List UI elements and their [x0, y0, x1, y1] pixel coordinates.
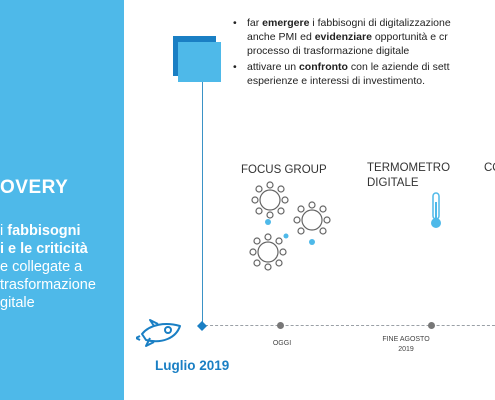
timeline-label-oggi: OGGI — [272, 340, 292, 347]
bullet-bold: emergere — [262, 17, 310, 29]
timeline-start-marker — [197, 321, 207, 331]
desc-line-5: gitale — [0, 295, 35, 311]
square-icon — [178, 42, 221, 82]
bullet-text: attivare un — [247, 61, 299, 73]
focus-group-label: FOCUS GROUP — [241, 164, 327, 176]
timeline-dot-oggi — [277, 322, 284, 329]
bullet-list: • far emergere i fabbisogni di digitaliz… — [233, 16, 495, 90]
timeline-label-fine-agosto-2: 2019 — [398, 346, 414, 353]
timeline-label-fine-agosto-1: FINE AGOSTO — [382, 336, 430, 343]
desc-text: i — [0, 223, 8, 239]
bullet-text: processo di trasformazione digitale — [247, 45, 410, 57]
bullet-dot-icon: • — [233, 17, 237, 29]
bullet-dot-icon: • — [233, 61, 237, 73]
desc-bold: fabbisogni — [7, 223, 81, 239]
termometro-label-1: TERMOMETRO — [367, 162, 451, 174]
bullet-text: anche PMI ed — [247, 31, 315, 43]
people-group-icon — [249, 181, 331, 271]
bullet-text: esperienze e interessi di investimento. — [247, 75, 426, 87]
timeline-start-date: Luglio 2019 — [155, 358, 230, 373]
vertical-connector-line — [202, 82, 203, 327]
section-title: OVERY — [0, 177, 69, 198]
left-panel: OVERY i fabbisogni i e le criticità e co… — [0, 0, 124, 400]
bullet-bold: evidenziare — [314, 31, 372, 43]
section-description: i fabbisogni i e le criticità e collegat… — [0, 222, 96, 312]
desc-line-2: i e le criticità — [0, 241, 88, 257]
timeline-dot-fine-agosto — [428, 322, 435, 329]
termometro-label-2: DIGITALE — [367, 177, 419, 189]
bullet-bold: confronto — [298, 61, 348, 73]
timeline-line — [200, 325, 495, 327]
partial-label: CO — [484, 162, 495, 174]
thermometer-icon — [431, 192, 441, 228]
bullet-text: opportunità e cr — [371, 31, 448, 43]
bullet-text: i fabbisogni di digitalizzazione — [309, 17, 451, 29]
desc-line-1: i fabbisogni — [0, 222, 96, 240]
desc-line-3: e collegate a — [0, 259, 83, 275]
rocket-icon — [136, 319, 181, 347]
bullet-text: con le aziende di sett — [347, 61, 450, 73]
bullet-item-1: • far emergere i fabbisogni di digitaliz… — [233, 16, 495, 58]
desc-line-4: trasformazione — [0, 277, 96, 293]
bullet-item-2: • attivare un confronto con le aziende d… — [233, 60, 495, 88]
bullet-text: far — [247, 17, 263, 29]
